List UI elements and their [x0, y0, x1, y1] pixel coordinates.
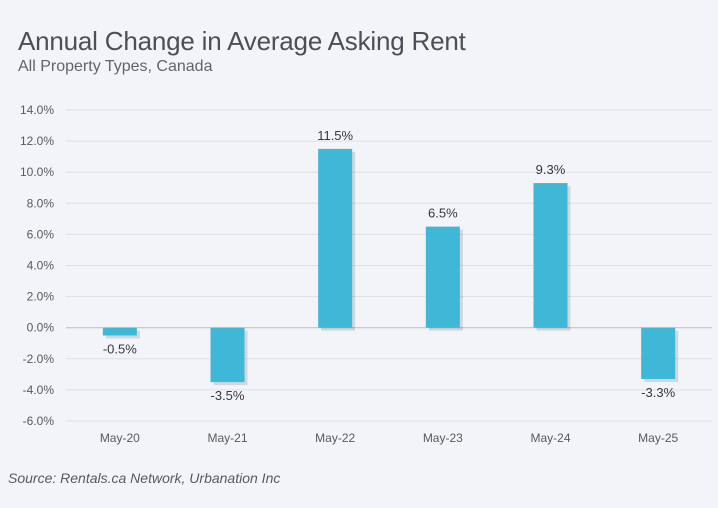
chart-title: Annual Change in Average Asking Rent [18, 26, 466, 56]
y-tick-label: 10.0% [20, 165, 54, 179]
x-tick-label: May-24 [530, 431, 570, 445]
data-label: 11.5% [317, 128, 353, 143]
source-note: Source: Rentals.ca Network, Urbanation I… [8, 470, 281, 486]
data-label: -0.5% [103, 341, 137, 356]
y-tick-label: 4.0% [27, 259, 55, 273]
data-label: 6.5% [428, 206, 458, 221]
x-tick-label: May-25 [638, 431, 678, 445]
bar [425, 226, 460, 328]
data-label: 9.3% [536, 162, 566, 177]
x-tick-label: May-23 [423, 431, 463, 445]
data-label: -3.5% [211, 388, 245, 403]
x-tick-label: May-21 [207, 431, 247, 445]
bars [102, 148, 679, 386]
y-tick-label: 2.0% [27, 290, 55, 304]
gridlines [66, 109, 712, 422]
y-axis-ticks: 14.0% 12.0% 10.0% 8.0% 6.0% 4.0% 2.0% 0.0% -2.0%… [20, 103, 54, 428]
data-labels: -0.5% -3.5% 11.5% 6.5% 9.3% -3.3% [103, 128, 676, 403]
bar [641, 327, 676, 380]
x-axis-ticks: May-20 May-21 May-22 May-23 May-24 May-25 [100, 431, 679, 445]
x-tick-label: May-22 [315, 431, 355, 445]
data-label: -3.3% [641, 385, 675, 400]
y-tick-label: -4.0% [23, 383, 55, 397]
bar [533, 183, 568, 328]
bar [318, 148, 353, 328]
y-tick-label: 8.0% [27, 196, 55, 210]
bar [210, 327, 245, 383]
y-tick-label: -6.0% [23, 414, 55, 428]
chart-subtitle: All Property Types, Canada [18, 58, 213, 75]
x-tick-label: May-20 [100, 431, 140, 445]
bar [102, 327, 137, 336]
y-tick-label: 6.0% [27, 227, 55, 241]
y-tick-label: -2.0% [23, 352, 55, 366]
y-tick-label: 0.0% [27, 321, 55, 335]
y-tick-label: 12.0% [20, 134, 54, 148]
y-tick-label: 14.0% [20, 103, 54, 117]
